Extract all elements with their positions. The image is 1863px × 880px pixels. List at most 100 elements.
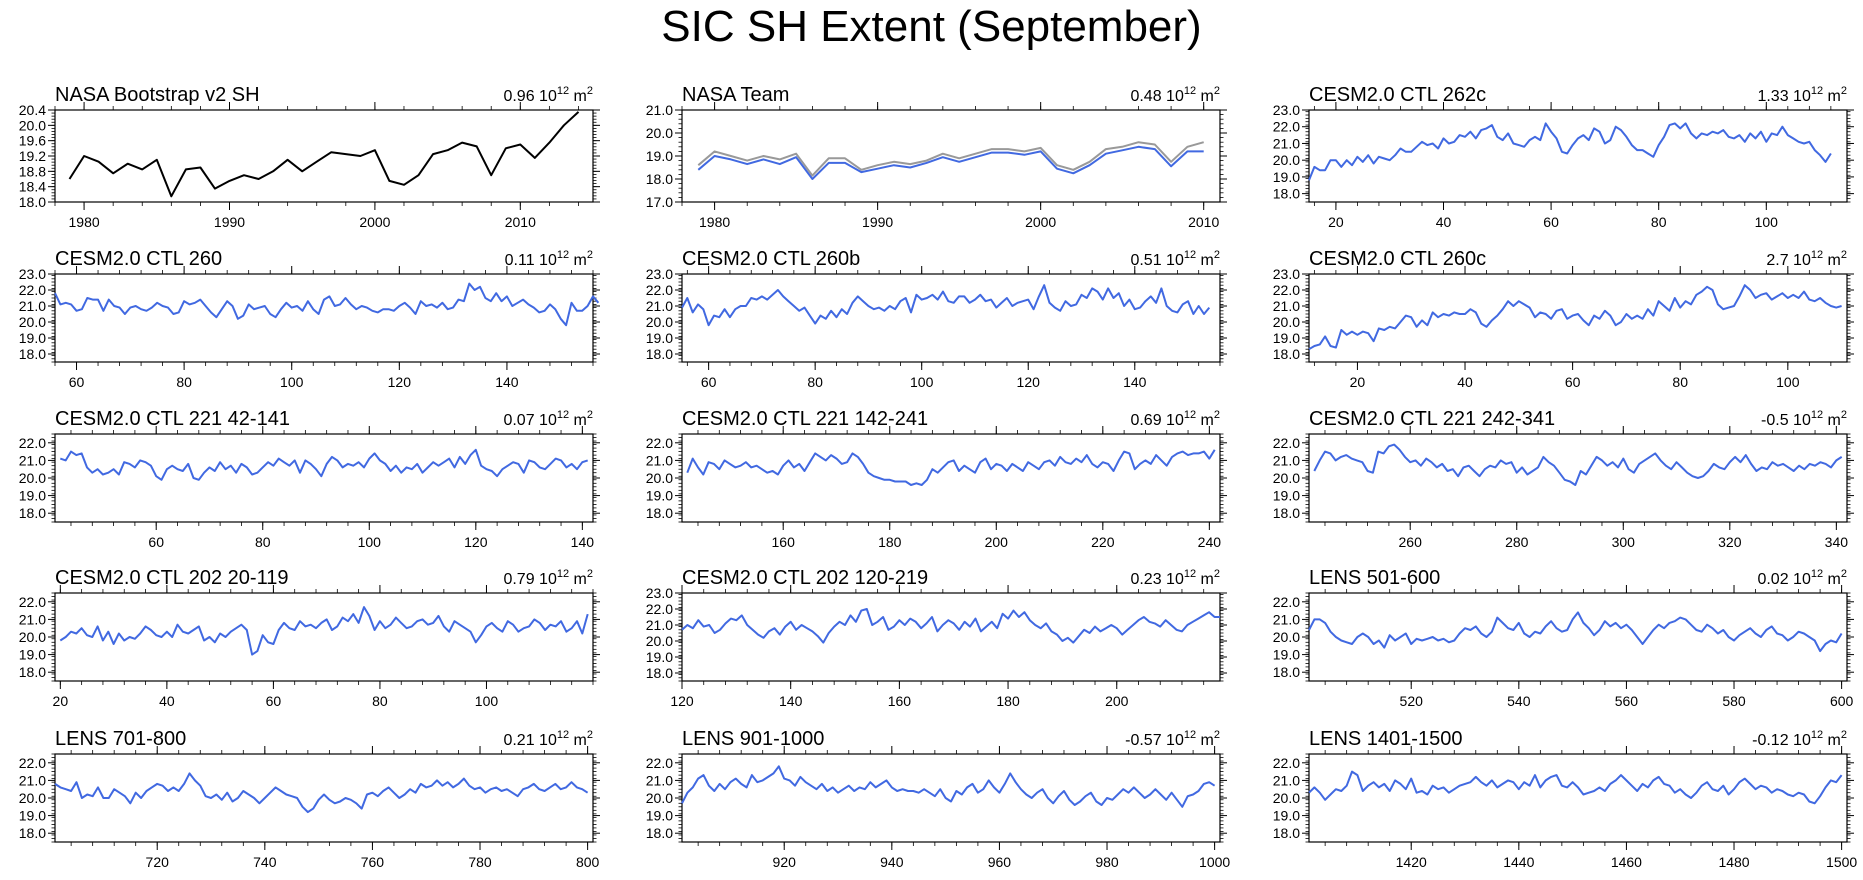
y-tick-label: 19.0	[1273, 647, 1300, 663]
x-tick-label: 200	[1105, 693, 1129, 709]
x-tick-label: 540	[1507, 693, 1531, 709]
x-tick-label: 60	[148, 534, 164, 550]
x-tick-label: 1460	[1611, 854, 1642, 870]
y-tick-label: 21.0	[1273, 452, 1300, 468]
x-tick-label: 320	[1718, 534, 1742, 550]
y-tick-label: 22.0	[646, 282, 673, 298]
y-tick-label: 21.0	[1273, 298, 1300, 314]
trend-label: 0.96 1012 m2	[503, 85, 593, 105]
x-tick-label: 100	[475, 693, 499, 709]
y-tick-label: 20.0	[646, 633, 673, 649]
y-tick-label: 19.0	[1273, 488, 1300, 504]
y-tick-label: 17.0	[646, 194, 673, 210]
chart-title: CESM2.0 CTL 221 142-241	[682, 408, 928, 430]
x-tick-label: 140	[779, 693, 803, 709]
x-tick-label: 100	[910, 374, 934, 390]
trend-label: 0.69 1012 m2	[1130, 409, 1220, 429]
trend-value: 0.07 10	[503, 412, 556, 429]
x-tick-label: 80	[807, 374, 823, 390]
trend-exponent: 12	[557, 249, 569, 261]
x-tick-label: 120	[670, 693, 694, 709]
y-tick-label: 18.0	[1273, 825, 1300, 841]
trend-label: -0.5 1012 m2	[1761, 409, 1847, 429]
x-tick-label: 140	[495, 374, 519, 390]
y-tick-label: 22.0	[19, 282, 46, 298]
chart-title: LENS 1401-1500	[1309, 728, 1462, 750]
y-tick-label: 22.0	[19, 594, 46, 610]
x-tick-label: 1440	[1503, 854, 1534, 870]
x-tick-label: 140	[1123, 374, 1147, 390]
trend-unit: m	[569, 88, 587, 105]
y-tick-label: 21.0	[1273, 772, 1300, 788]
chart-panel: CESM2.0 CTL 202 20-119 0.79 1012 m2 18.019…	[19, 567, 600, 709]
y-tick-label: 19.0	[1273, 808, 1300, 824]
trend-unit: m	[1196, 732, 1214, 749]
x-tick-label: 60	[701, 374, 717, 390]
chart-title: LENS 501-600	[1309, 567, 1440, 589]
series-line	[697, 145, 1204, 180]
y-tick-label: 22.0	[19, 755, 46, 771]
plot-frame	[681, 273, 1221, 363]
trend-label: 0.23 1012 m2	[1130, 568, 1220, 588]
trend-value: 0.79 10	[503, 571, 556, 588]
chart-title: CESM2.0 CTL 260c	[1309, 248, 1486, 270]
x-tick-label: 60	[266, 693, 282, 709]
x-tick-label: 580	[1722, 693, 1746, 709]
trend-unit-power: 2	[1841, 85, 1847, 97]
y-tick-label: 21.0	[19, 611, 46, 627]
y-tick-label: 18.0	[19, 194, 46, 210]
x-tick-label: 80	[255, 534, 271, 550]
y-tick-label: 22.0	[19, 435, 46, 451]
y-tick-label: 20.0	[19, 470, 46, 486]
series-line	[59, 606, 589, 656]
trend-label: 0.48 1012 m2	[1130, 85, 1220, 105]
y-tick-label: 19.2	[19, 148, 46, 164]
x-tick-label: 740	[253, 854, 277, 870]
x-tick-label: 760	[361, 854, 385, 870]
chart-panel: LENS 701-800 0.21 1012 m2 18.019.0 20.0 21.0…	[19, 728, 600, 870]
chart-title: CESM2.0 CTL 260	[55, 248, 222, 270]
trend-value: -0.12 10	[1752, 732, 1811, 749]
x-tick-label: 1480	[1718, 854, 1749, 870]
x-tick-label: 120	[388, 374, 412, 390]
chart-panel: CESM2.0 CTL 221 242-341 -0.5 1012 m218.01…	[1273, 408, 1854, 550]
y-tick-label: 23.0	[1273, 266, 1300, 282]
x-tick-label: 120	[1017, 374, 1041, 390]
trend-unit: m	[1196, 412, 1214, 429]
y-tick-label: 20.0	[646, 314, 673, 330]
x-tick-label: 1990	[214, 214, 245, 230]
x-tick-label: 2000	[359, 214, 390, 230]
series-line	[1308, 611, 1843, 653]
trend-value: 0.96 10	[503, 88, 556, 105]
y-tick-label: 21.0	[1273, 135, 1300, 151]
trend-value: -0.5 10	[1761, 412, 1811, 429]
trend-unit: m	[1823, 732, 1841, 749]
x-tick-label: 280	[1505, 534, 1529, 550]
trend-unit-power: 2	[587, 729, 593, 741]
trend-exponent: 12	[557, 568, 569, 580]
series-line	[54, 772, 589, 814]
trend-exponent: 12	[1811, 568, 1823, 580]
trend-unit-power: 2	[1841, 729, 1847, 741]
y-tick-label: 23.0	[646, 585, 673, 601]
trend-value: 0.48 10	[1130, 88, 1183, 105]
trend-unit-power: 2	[1214, 249, 1220, 261]
x-tick-label: 40	[159, 693, 175, 709]
y-tick-label: 19.0	[646, 330, 673, 346]
y-tick-label: 21.0	[1273, 611, 1300, 627]
trend-value: 0.51 10	[1130, 252, 1183, 269]
series-line	[1308, 284, 1842, 351]
trend-unit: m	[1196, 571, 1214, 588]
x-tick-label: 2010	[1188, 214, 1219, 230]
trend-label: 0.51 1012 m2	[1130, 249, 1220, 269]
x-tick-label: 220	[1091, 534, 1115, 550]
trend-value: 0.23 10	[1130, 571, 1183, 588]
x-tick-label: 20	[1328, 214, 1344, 230]
y-tick-label: 19.0	[646, 808, 673, 824]
y-tick-label: 19.0	[1273, 169, 1300, 185]
x-tick-label: 120	[464, 534, 488, 550]
x-tick-label: 180	[878, 534, 902, 550]
trend-value: 0.69 10	[1130, 412, 1183, 429]
trend-label: 0.07 1012 m2	[503, 409, 593, 429]
chart-panel: CESM2.0 CTL 260c 2.7 1012 m218.019.020.02…	[1273, 248, 1854, 390]
